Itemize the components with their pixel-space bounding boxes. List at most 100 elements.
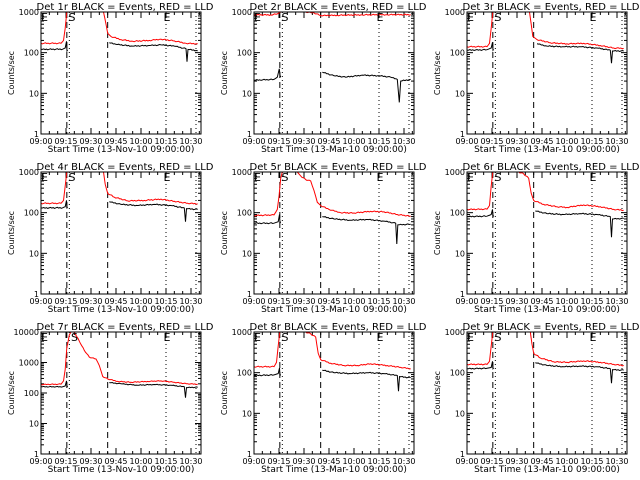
x-tick-label: 09:00 (242, 297, 265, 306)
chart-panel-7: Det 7r BLACK = Events, RED = LLD Start Ti… (7, 322, 214, 475)
chart-panel-9: Det 9r BLACK = Events, RED = LLD Start Ti… (433, 322, 640, 475)
lld-series-line (254, 332, 281, 368)
plot-frame (466, 11, 628, 135)
x-tick-label: 10:30 (605, 297, 628, 306)
y-tick-label: 1 (247, 130, 252, 139)
x-tick-label: 10:30 (179, 137, 202, 146)
lld-series-line (41, 332, 72, 386)
chart-title: Det 3r BLACK = Events, RED = LLD (463, 2, 640, 13)
x-tick-label: 10:15 (367, 137, 390, 146)
lld-series-line (467, 12, 494, 48)
x-tick-label: 09:30 (79, 457, 102, 466)
y-tick-label: 10 (242, 409, 252, 418)
lld-series-line (103, 12, 198, 45)
end-marker-label: E (254, 11, 261, 24)
y-tick-label: 1000 (232, 168, 252, 177)
series-group (41, 12, 198, 62)
x-tick-label: 09:30 (292, 137, 315, 146)
x-tick-label: 09:00 (29, 137, 52, 146)
events-series-line (41, 41, 69, 53)
y-tick-label: 10 (455, 409, 465, 418)
y-tick-label: 1 (247, 450, 252, 459)
x-axis-label: Start Time (13-Mar-10 09:00:00) (261, 465, 407, 475)
lld-series-line (41, 12, 68, 45)
x-tick-label: 10:00 (555, 297, 578, 306)
events-series-line (322, 369, 411, 392)
x-tick-label: 10:00 (555, 137, 578, 146)
end-marker-label: E (164, 11, 171, 24)
x-tick-label: 10:00 (555, 457, 578, 466)
x-tick-label: 09:45 (530, 457, 553, 466)
events-series-line (322, 216, 411, 245)
end-marker-label: E (164, 331, 171, 344)
x-tick-label: 10:15 (154, 297, 177, 306)
y-axis-label: Counts/sec (433, 371, 442, 415)
y-tick-label: 1 (34, 450, 39, 459)
y-tick-label: 10 (29, 89, 39, 98)
y-tick-label: 100 (450, 369, 465, 378)
chart-panel-5: Det 5r BLACK = Events, RED = LLD Start Ti… (220, 162, 427, 315)
events-series-line (467, 209, 495, 219)
x-tick-label: 09:30 (79, 137, 102, 146)
events-series-line (254, 367, 282, 377)
plot-frame (253, 331, 415, 455)
series-group (467, 12, 624, 64)
events-series-line (109, 201, 198, 222)
events-series-line (109, 42, 198, 62)
end-marker-label: E (377, 171, 384, 184)
events-series-line (536, 43, 624, 64)
x-tick-label: 09:45 (317, 457, 340, 466)
series-group (254, 12, 411, 103)
end-marker-label: E (377, 331, 384, 344)
start-marker-label: S (282, 171, 289, 184)
x-axis-label: Start Time (13-Nov-10 09:00:00) (48, 145, 195, 155)
y-tick-label: 1 (247, 290, 252, 299)
x-tick-label: 09:15 (480, 137, 503, 146)
x-tick-label: 10:15 (154, 457, 177, 466)
x-tick-label: 09:15 (480, 297, 503, 306)
y-axis-label: Counts/sec (433, 51, 442, 95)
end-marker-label: E (41, 11, 48, 24)
x-tick-label: 09:45 (104, 297, 127, 306)
y-tick-label: 100 (237, 369, 252, 378)
events-series-line (467, 361, 495, 370)
chart-title: Det 9r BLACK = Events, RED = LLD (463, 322, 640, 333)
x-tick-label: 10:15 (154, 137, 177, 146)
lld-series-line (305, 332, 411, 370)
chart-title: Det 1r BLACK = Events, RED = LLD (37, 2, 214, 13)
x-tick-label: 10:30 (605, 457, 628, 466)
x-tick-label: 09:45 (317, 137, 340, 146)
x-axis-label: Start Time (13-Nov-10 09:00:00) (48, 465, 195, 475)
x-tick-label: 10:30 (179, 297, 202, 306)
y-tick-label: 1000 (232, 328, 252, 337)
x-tick-label: 10:30 (392, 457, 415, 466)
y-tick-label: 1000 (445, 328, 465, 337)
y-tick-label: 1 (460, 450, 465, 459)
y-tick-label: 1000 (232, 8, 252, 17)
y-axis-label: Counts/sec (220, 371, 229, 415)
x-tick-label: 09:00 (455, 297, 478, 306)
events-series-line (467, 42, 495, 52)
y-tick-label: 1000 (19, 8, 39, 17)
series-group (254, 332, 411, 392)
series-group (467, 332, 624, 384)
end-marker-label: E (467, 171, 474, 184)
chart-title: Det 4r BLACK = Events, RED = LLD (37, 162, 214, 173)
start-marker-label: S (69, 11, 76, 24)
x-tick-label: 10:00 (342, 297, 365, 306)
x-tick-label: 09:45 (530, 137, 553, 146)
y-tick-label: 10 (242, 89, 252, 98)
y-tick-label: 10 (455, 89, 465, 98)
y-tick-label: 100 (237, 209, 252, 218)
x-tick-label: 10:00 (129, 297, 152, 306)
chart-panel-2: Det 2r BLACK = Events, RED = LLD Start Ti… (220, 2, 427, 155)
x-axis-label: Start Time (13-Nov-10 09:00:00) (48, 305, 195, 315)
end-marker-label: E (41, 171, 48, 184)
y-tick-label: 1 (460, 130, 465, 139)
start-marker-label: S (282, 11, 289, 24)
end-marker-label: E (590, 11, 597, 24)
x-tick-label: 09:00 (455, 137, 478, 146)
start-marker-label: S (282, 331, 289, 344)
events-series-line (535, 362, 624, 384)
lld-series-line (467, 172, 494, 211)
